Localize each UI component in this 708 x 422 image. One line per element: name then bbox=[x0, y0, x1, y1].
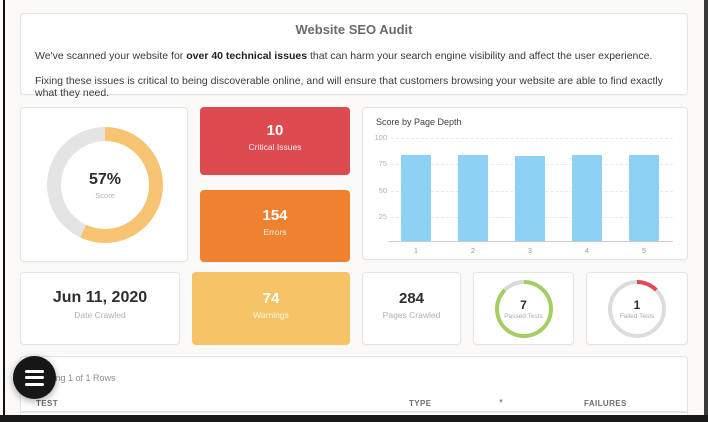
date-crawled-card: Jun 11, 2020 Date Crawled bbox=[20, 272, 180, 345]
x-tick-label: 3 bbox=[527, 246, 533, 255]
failed-tests-donut-chart: 1 Failed Tests bbox=[608, 280, 666, 338]
column-header-failures[interactable]: FAILURES bbox=[584, 399, 627, 408]
passed-tests-card: 7 Passed Tests bbox=[473, 272, 574, 345]
gridline bbox=[391, 138, 673, 139]
column-header-type[interactable]: TYPE bbox=[409, 399, 432, 408]
column-header-test[interactable]: TEST bbox=[36, 399, 59, 408]
x-tick-label: 4 bbox=[584, 246, 590, 255]
x-tick-label: 1 bbox=[413, 246, 419, 255]
warnings-card: 74 Warnings bbox=[192, 272, 350, 345]
failed-tests-value: 1 bbox=[633, 298, 641, 312]
bar-depth-1 bbox=[401, 154, 431, 241]
intro-highlight: over 40 technical issues bbox=[186, 50, 308, 62]
score-value: 57% bbox=[88, 170, 122, 188]
header-card: Website SEO Audit We've scanned your web… bbox=[20, 13, 688, 99]
window-frame-right bbox=[704, 0, 708, 422]
y-tick-label: 50 bbox=[378, 186, 387, 195]
warnings-value: 74 bbox=[262, 290, 280, 307]
critical-issues-label: Critical Issues bbox=[248, 142, 302, 152]
x-tick-label: 2 bbox=[470, 246, 476, 255]
errors-card: 154 Errors bbox=[200, 190, 350, 262]
score-donut-chart: 57% Score bbox=[47, 127, 163, 243]
date-crawled-label: Date Crawled bbox=[74, 310, 126, 320]
y-tick-label: 75 bbox=[378, 159, 387, 168]
intro-paragraph-2: Fixing these issues is critical to being… bbox=[35, 75, 663, 99]
chart-title: Score by Page Depth bbox=[376, 117, 462, 127]
y-tick-label: 25 bbox=[378, 212, 387, 221]
bar-depth-3 bbox=[515, 155, 545, 241]
menu-button[interactable] bbox=[13, 356, 56, 399]
pages-crawled-card: 284 Pages Crawled bbox=[362, 272, 461, 345]
bar-depth-2 bbox=[458, 154, 488, 241]
hamburger-icon bbox=[25, 369, 44, 373]
critical-issues-value: 10 bbox=[266, 122, 284, 139]
bar-depth-5 bbox=[629, 154, 659, 241]
bar-series bbox=[401, 154, 659, 241]
critical-issues-card: 10 Critical Issues bbox=[200, 107, 350, 175]
errors-value: 154 bbox=[262, 207, 288, 224]
window-frame-bottom bbox=[0, 415, 708, 422]
score-card: 57% Score bbox=[20, 107, 188, 262]
intro-paragraph: We've scanned your website for over 40 t… bbox=[35, 50, 653, 62]
date-crawled-value: Jun 11, 2020 bbox=[52, 289, 148, 306]
failed-tests-label: Failed Tests bbox=[619, 313, 655, 320]
x-axis-line bbox=[389, 241, 673, 242]
x-tick-label: 5 bbox=[641, 246, 647, 255]
table-header-row: TEST TYPE ▼ FAILURES bbox=[21, 394, 687, 413]
pages-crawled-label: Pages Crawled bbox=[382, 310, 441, 320]
errors-label: Errors bbox=[263, 227, 287, 237]
y-tick-label: 100 bbox=[374, 133, 387, 142]
x-tick-labels: 1 2 3 4 5 bbox=[401, 246, 659, 255]
passed-tests-donut-chart: 7 Passed Tests bbox=[494, 280, 553, 338]
passed-tests-value: 7 bbox=[520, 298, 527, 312]
sort-caret-icon[interactable]: ▼ bbox=[498, 399, 504, 405]
bar-depth-4 bbox=[572, 154, 602, 241]
page-depth-chart-card: Score by Page Depth 100 75 50 25 1 2 3 4 5 bbox=[362, 107, 688, 260]
tests-table-card: Showing 1 of 1 Rows TEST TYPE ▼ FAILURES bbox=[20, 356, 688, 422]
page-title: Website SEO Audit bbox=[295, 22, 413, 37]
window-frame-left bbox=[3, 0, 5, 422]
rows-count-text: Showing 1 of 1 Rows bbox=[31, 373, 116, 383]
passed-tests-label: Passed Tests bbox=[504, 313, 543, 320]
score-label: Score bbox=[95, 190, 115, 200]
failed-tests-card: 1 Failed Tests bbox=[586, 272, 688, 345]
pages-crawled-value: 284 bbox=[398, 290, 425, 307]
warnings-label: Warnings bbox=[253, 310, 289, 320]
